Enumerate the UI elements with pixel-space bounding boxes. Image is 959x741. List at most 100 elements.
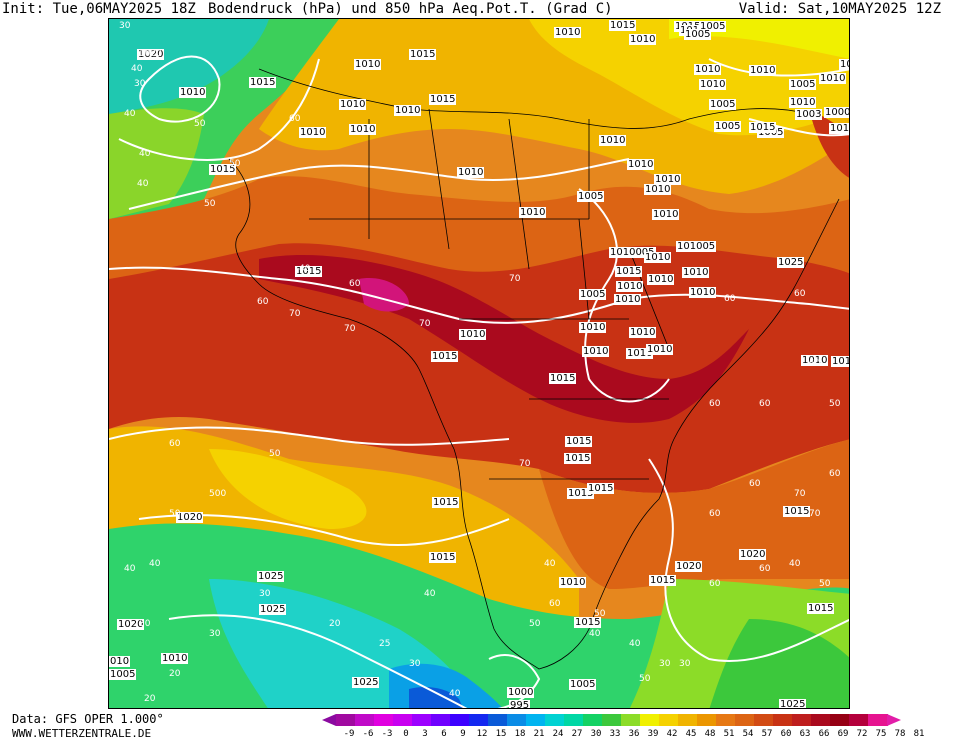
pressure-label: 1020 [739, 549, 767, 560]
isobar-line [118, 58, 320, 161]
pressure-label: 1010 [789, 97, 817, 108]
chart-footer: Data: GFS OPER 1.000° WWW.WETTERZENTRALE… [0, 710, 959, 741]
pressure-label: 1015 [209, 164, 237, 175]
legend-arrow-right-icon [887, 714, 901, 726]
legend-tick-label: 24 [552, 729, 564, 739]
legend-color-box [583, 714, 603, 726]
temperature-contour-label: 40 [589, 629, 601, 639]
temperature-contour-label: 60 [709, 579, 721, 589]
temperature-contour-label: 70 [509, 274, 521, 284]
legend-color-box [811, 714, 831, 726]
legend-tick-label: 42 [666, 729, 678, 739]
pressure-label: 1010 [339, 99, 367, 110]
legend-tick-label: 54 [742, 729, 754, 739]
pressure-label: 1010 [749, 65, 777, 76]
legend-color-box [849, 714, 869, 726]
legend-color-box [602, 714, 622, 726]
temperature-contour-label: 70 [289, 309, 301, 319]
temperature-contour-label: 50 [229, 159, 241, 169]
legend-tick-label: 12 [476, 729, 488, 739]
pressure-label: 1005 [714, 121, 742, 132]
legend-color-box [526, 714, 546, 726]
temperature-contour-label: 60 [724, 294, 736, 304]
temperature-contour-label: 60 [709, 399, 721, 409]
pressure-label: 1015 [749, 122, 777, 133]
warm-air-east-south [539, 439, 849, 589]
temperature-contour-label: 40 [299, 264, 311, 274]
isobar-line [648, 458, 849, 662]
pressure-label: 1010 [559, 577, 587, 588]
pressure-label: 1025 [777, 257, 805, 268]
isobar-line [139, 55, 221, 123]
legend-tick-label: 3 [422, 729, 428, 739]
pressure-label: 1010 [689, 287, 717, 298]
pressure-label: 1010 [626, 348, 654, 359]
pressure-label: 1010 [629, 34, 657, 45]
legend-tick-label: 81 [913, 729, 925, 739]
pressure-label: 1010 [519, 207, 547, 218]
pressure-label: 1010 [614, 294, 642, 305]
legend-color-box [355, 714, 375, 726]
pressure-label: 1020 [137, 49, 165, 60]
pressure-label: 1010 [627, 159, 655, 170]
pressure-label: 1010 [179, 87, 207, 98]
legend-tick-label: 48 [704, 729, 716, 739]
temperature-contour-label: 50 [829, 399, 841, 409]
pressure-label: 995 [509, 700, 531, 709]
pressure-label: 1010 [654, 174, 682, 185]
chart-header: Init: Tue,06MAY2025 18Z Bodendruck (hPa)… [0, 0, 959, 18]
temperature-contour-label: 1020 [139, 49, 162, 59]
pressure-label: 1010 [299, 127, 327, 138]
temperature-contour-label: 60 [759, 399, 771, 409]
legend-tick-label: 30 [590, 729, 602, 739]
temperature-contour-label: 70 [809, 509, 821, 519]
pressure-label: 1010 [819, 73, 847, 84]
temperature-contour-label: 60 [549, 599, 561, 609]
border [578, 218, 590, 320]
isobar-line [488, 654, 541, 708]
temperature-contour-label: 50 [194, 119, 206, 129]
pressure-label: 1010 [582, 346, 610, 357]
legend-color-box [545, 714, 565, 726]
temperature-contour-label: 30 [209, 629, 221, 639]
legend-tick-label: 75 [875, 729, 887, 739]
pressure-label: 1010 [647, 274, 675, 285]
temperature-contour-label: 20 [329, 619, 341, 629]
pressure-label: 1025 [779, 699, 807, 709]
legend-tick-label: 9 [460, 729, 466, 739]
pressure-label: 010 [109, 656, 131, 667]
pressure-label: 1010 [579, 322, 607, 333]
pressure-label: 1010 [354, 59, 382, 70]
legend-tick-label: 72 [856, 729, 868, 739]
init-time: Init: Tue,06MAY2025 18Z [2, 1, 196, 17]
pressure-label: 1015 [567, 488, 595, 499]
temperature-contour-label: 40 [149, 559, 161, 569]
legend-color-box [640, 714, 660, 726]
legend-color-box [868, 714, 888, 726]
legend-color-box [792, 714, 812, 726]
legend-tick-label: 18 [514, 729, 526, 739]
temperature-contour-label: 60 [794, 289, 806, 299]
legend-tick-label: 60 [780, 729, 792, 739]
legend-color-box [678, 714, 698, 726]
pressure-label: 1005 [569, 679, 597, 690]
temperature-contour-label: 50 [639, 674, 651, 684]
temperature-contour-label: 50 [529, 619, 541, 629]
coastline [228, 158, 840, 670]
temperature-contour-label: 40 [137, 179, 149, 189]
pressure-label: 1005 [577, 191, 605, 202]
pressure-label: 1010 [161, 653, 189, 664]
temperature-contour-label: 40 [131, 64, 143, 74]
cold-core-nw [109, 19, 269, 114]
hot-spot-ne [809, 109, 849, 178]
pressure-label: 1010 [829, 123, 849, 134]
temperature-contour-label: 40 [139, 149, 151, 159]
pressure-label: 1020 [675, 561, 703, 572]
pressure-label: 1000 [824, 107, 850, 118]
legend-color-box [621, 714, 641, 726]
pressure-label: 1010 [457, 167, 485, 178]
pressure-label: 1010 [616, 281, 644, 292]
legend-tick-label: 78 [894, 729, 906, 739]
border [508, 118, 530, 270]
temperature-contour-label: 50 [819, 579, 831, 589]
